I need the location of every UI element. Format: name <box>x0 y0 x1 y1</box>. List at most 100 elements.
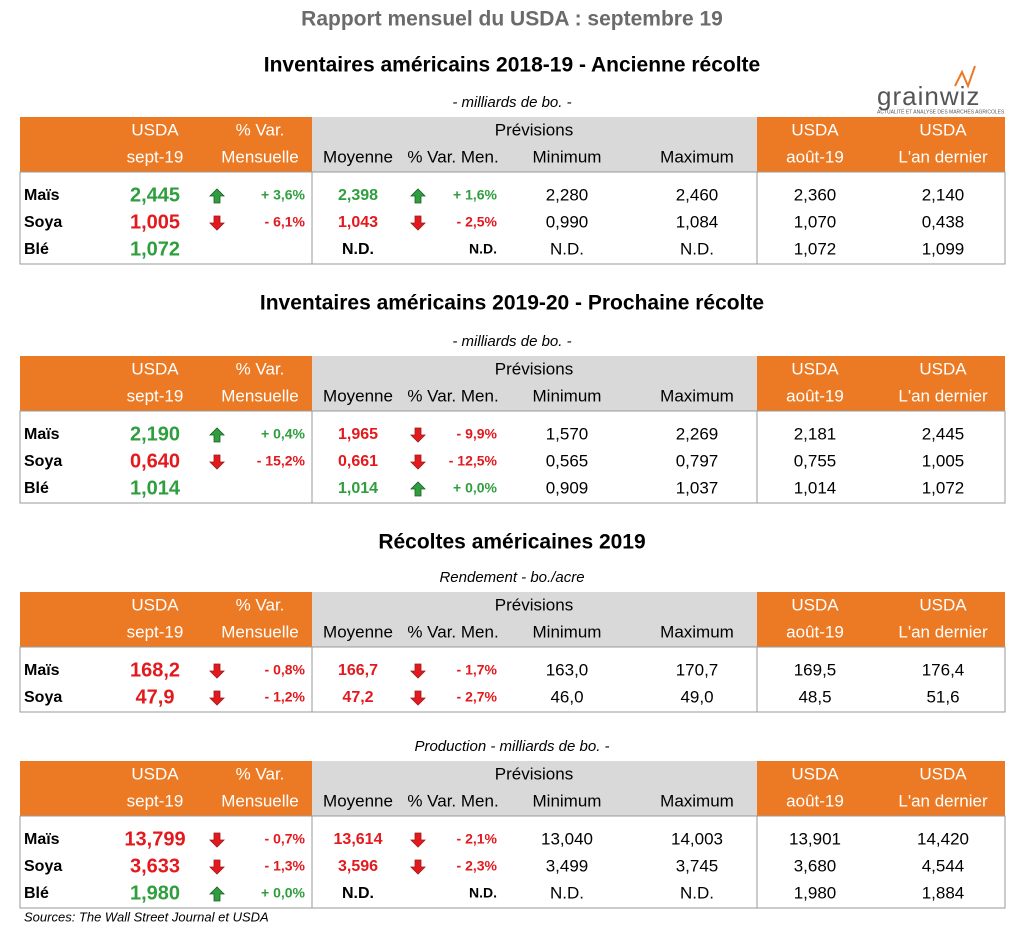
column-header: L'an dernier <box>898 386 988 405</box>
cell-value: 1,005 <box>922 451 965 470</box>
row-label: Soya <box>24 858 62 875</box>
trend-arrow <box>410 690 426 706</box>
usda-value: 47,9 <box>136 686 175 708</box>
cell-value: 46,0 <box>550 687 583 706</box>
cell-value: 0,755 <box>794 451 837 470</box>
section-title: Inventaires américains 2019-20 - Prochai… <box>260 292 764 315</box>
unit-note: Production - milliards de bo. - <box>414 738 609 755</box>
section-title: Récoltes américaines 2019 <box>378 531 645 554</box>
cell-value: 0,797 <box>676 451 719 470</box>
forecast-variation: - 2,3% <box>457 858 498 874</box>
header-band <box>757 761 1005 816</box>
cell-value: 2,460 <box>676 185 719 204</box>
cell-value: N.D. <box>680 883 714 902</box>
column-header: USDA <box>791 595 839 614</box>
cell-value: 4,544 <box>922 856 965 875</box>
average-forecast: 166,7 <box>338 662 378 679</box>
cell-value: 1,570 <box>546 424 589 443</box>
cell-value: 0,990 <box>546 212 589 231</box>
column-header: USDA <box>131 764 179 783</box>
cell-value: 0,565 <box>546 451 589 470</box>
forecast-variation: - 2,5% <box>457 214 498 230</box>
column-header: USDA <box>919 120 967 139</box>
column-header: Maximum <box>660 622 734 641</box>
monthly-variation: - 1,2% <box>265 689 306 705</box>
cell-value: 1,084 <box>676 212 719 231</box>
usda-value: 2,190 <box>130 423 180 445</box>
monthly-variation: + 0,0% <box>261 885 306 901</box>
usda-value: 13,799 <box>124 828 185 850</box>
monthly-variation: + 0,4% <box>261 426 306 442</box>
usda-value: 2,445 <box>130 184 180 206</box>
cell-value: 169,5 <box>794 660 837 679</box>
table-body <box>19 171 1006 265</box>
cell-value: 1,072 <box>922 478 965 497</box>
column-header: Maximum <box>660 791 734 810</box>
trend-arrow <box>209 832 225 848</box>
column-header: Minimum <box>533 791 602 810</box>
column-header: % Var. Men. <box>407 147 498 166</box>
column-header: août-19 <box>786 791 844 810</box>
average-forecast: 3,596 <box>338 858 378 875</box>
unit-note: Rendement - bo./acre <box>439 569 584 586</box>
forecast-variation: - 2,1% <box>457 831 498 847</box>
column-header: Minimum <box>533 622 602 641</box>
cell-value: 2,181 <box>794 424 837 443</box>
cell-value: 2,360 <box>794 185 837 204</box>
column-header: USDA <box>131 359 179 378</box>
cell-value: 51,6 <box>926 687 959 706</box>
forecast-variation: N.D. <box>469 241 497 257</box>
usda-value: 1,005 <box>130 211 180 233</box>
cell-value: 1,037 <box>676 478 719 497</box>
column-header: USDA <box>791 764 839 783</box>
average-forecast: 0,661 <box>338 453 378 470</box>
column-header: L'an dernier <box>898 622 988 641</box>
column-header: USDA <box>919 595 967 614</box>
cell-value: 48,5 <box>798 687 831 706</box>
column-header: Prévisions <box>495 120 573 139</box>
cell-value: 2,445 <box>922 424 965 443</box>
column-header: USDA <box>131 595 179 614</box>
cell-value: 2,140 <box>922 185 965 204</box>
header-band <box>20 592 312 647</box>
header-band <box>757 356 1005 411</box>
trend-arrow <box>209 859 225 875</box>
header-band <box>20 356 312 411</box>
trend-arrow <box>209 663 225 679</box>
column-header: Moyenne <box>323 147 393 166</box>
unit-note: - milliards de bo. - <box>452 94 571 111</box>
monthly-variation: - 6,1% <box>265 214 306 230</box>
usda-value: 3,633 <box>130 855 180 877</box>
row-label: Blé <box>24 480 49 497</box>
row-label: Maïs <box>24 426 60 443</box>
column-header: Moyenne <box>323 791 393 810</box>
column-header: août-19 <box>786 147 844 166</box>
column-header: Mensuelle <box>221 386 299 405</box>
column-header: Maximum <box>660 147 734 166</box>
column-header: sept-19 <box>127 622 184 641</box>
trend-arrow <box>209 886 225 902</box>
row-label: Soya <box>24 214 62 231</box>
unit-note: - milliards de bo. - <box>452 333 571 350</box>
column-header: % Var. Men. <box>407 622 498 641</box>
column-header: sept-19 <box>127 386 184 405</box>
trend-arrow <box>410 427 426 443</box>
usda-value: 1,072 <box>130 238 180 260</box>
cell-value: 14,420 <box>917 829 969 848</box>
cell-value: N.D. <box>550 883 584 902</box>
column-header: Mensuelle <box>221 791 299 810</box>
column-header: % Var. Men. <box>407 791 498 810</box>
forecast-variation: - 12,5% <box>449 453 498 469</box>
cell-value: N.D. <box>550 239 584 258</box>
column-header: Moyenne <box>323 622 393 641</box>
row-label: Blé <box>24 885 49 902</box>
monthly-variation: - 1,3% <box>265 858 306 874</box>
column-header: Moyenne <box>323 386 393 405</box>
column-header: août-19 <box>786 622 844 641</box>
column-header: % Var. Men. <box>407 386 498 405</box>
column-header: % Var. <box>236 764 285 783</box>
header-band <box>312 356 757 411</box>
average-forecast: N.D. <box>342 885 374 902</box>
column-header: USDA <box>919 359 967 378</box>
